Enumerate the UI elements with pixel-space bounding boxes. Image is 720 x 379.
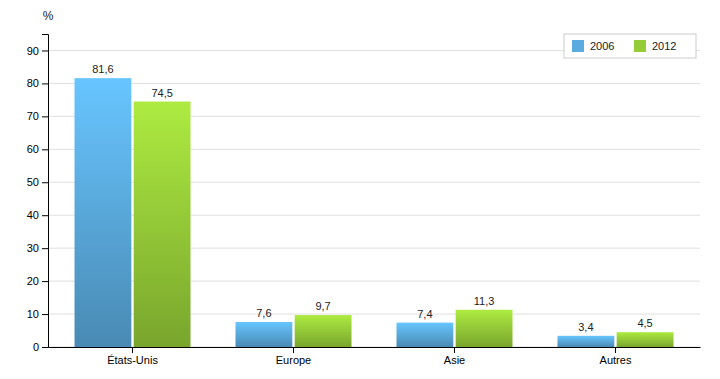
bar-series xyxy=(75,78,615,347)
data-label: 9,7 xyxy=(315,300,330,312)
y-tick: 30 xyxy=(27,242,48,254)
data-label: 7,4 xyxy=(417,308,432,320)
x-tick-label: Autres xyxy=(600,354,632,366)
y-tick-mark xyxy=(42,50,48,51)
data-label: 74,5 xyxy=(151,87,172,99)
bar xyxy=(295,315,352,347)
bar xyxy=(617,332,674,347)
legend-item: 2012 xyxy=(634,40,676,52)
legend-swatch xyxy=(634,40,646,52)
data-label: 7,6 xyxy=(256,307,271,319)
y-tick: 60 xyxy=(27,143,48,155)
bar xyxy=(557,336,614,347)
x-tick-label: Europe xyxy=(276,354,311,366)
bars xyxy=(75,78,674,347)
bar xyxy=(396,323,453,347)
data-label: 3,4 xyxy=(578,321,593,333)
x-tick-mark xyxy=(615,347,616,353)
data-labels: 81,6 7,6 7,4 3,4 74,5 9,7 11,3 4,5 xyxy=(92,63,653,333)
bar xyxy=(75,78,132,347)
x-tick-label: États-Unis xyxy=(107,354,158,366)
legend-swatch xyxy=(572,40,584,52)
x-tick-mark xyxy=(454,347,455,353)
y-tick-mark xyxy=(42,83,48,84)
y-tick-label: 70 xyxy=(27,110,39,122)
y-tick: 50 xyxy=(27,176,48,188)
y-tick: 20 xyxy=(27,275,48,287)
y-tick-mark xyxy=(42,248,48,249)
x-tick-label: Asie xyxy=(444,354,465,366)
y-tick: 10 xyxy=(27,308,48,320)
y-tick-label: 20 xyxy=(27,275,39,287)
x-axis: États-Unis Europe Asie Autres xyxy=(49,347,701,366)
x-axis-line xyxy=(49,347,701,348)
y-tick: 70 xyxy=(27,110,48,122)
legend: 2006 2012 xyxy=(564,34,696,58)
grid-line xyxy=(48,83,700,84)
x-tick: Autres xyxy=(600,347,632,366)
data-label: 11,3 xyxy=(474,295,495,307)
y-tick-label: 60 xyxy=(27,143,39,155)
chart: 0 10 20 30 40 50 60 70 80 90 81,6 7,6 7,4 3,4 74,5 9,7 1… xyxy=(0,0,720,379)
y-tick-mark xyxy=(42,116,48,117)
y-tick-label: 30 xyxy=(27,242,39,254)
y-axis: 0 10 20 30 40 50 60 70 80 90 xyxy=(27,35,49,354)
y-tick-label: 40 xyxy=(27,209,39,221)
legend-frame xyxy=(564,34,696,58)
y-tick: 80 xyxy=(27,77,48,89)
x-tick: Asie xyxy=(444,347,465,366)
x-tick: États-Unis xyxy=(107,347,158,366)
data-label: 4,5 xyxy=(637,317,652,329)
y-tick-mark xyxy=(42,314,48,315)
bar xyxy=(134,102,191,347)
y-axis-line xyxy=(42,35,49,348)
y-tick-label: 50 xyxy=(27,176,39,188)
y-tick-mark xyxy=(42,347,48,348)
bar xyxy=(456,310,513,347)
y-tick-mark xyxy=(42,182,48,183)
y-tick-mark xyxy=(42,281,48,282)
plot: 0 10 20 30 40 50 60 70 80 90 81,6 7,6 7,4 3,4 74,5 9,7 1… xyxy=(27,34,701,366)
y-tick: 40 xyxy=(27,209,48,221)
y-tick: 0 xyxy=(33,341,48,353)
legend-label: 2012 xyxy=(652,40,676,52)
y-tick-mark xyxy=(42,215,48,216)
x-tick: Europe xyxy=(276,347,311,366)
legend-label: 2006 xyxy=(590,40,614,52)
y-tick-label: 80 xyxy=(27,77,39,89)
y-axis-title: % xyxy=(43,9,54,23)
y-tick: 90 xyxy=(27,44,48,56)
y-tick-mark xyxy=(42,149,48,150)
bar-series xyxy=(134,102,674,347)
bar xyxy=(236,322,293,347)
grid xyxy=(48,50,700,347)
x-tick-mark xyxy=(132,347,133,353)
y-tick-label: 0 xyxy=(33,341,39,353)
x-tick-mark xyxy=(293,347,294,353)
y-tick-label: 90 xyxy=(27,44,39,56)
y-tick-label: 10 xyxy=(27,308,39,320)
data-label: 81,6 xyxy=(92,63,113,75)
legend-item: 2006 xyxy=(572,40,614,52)
